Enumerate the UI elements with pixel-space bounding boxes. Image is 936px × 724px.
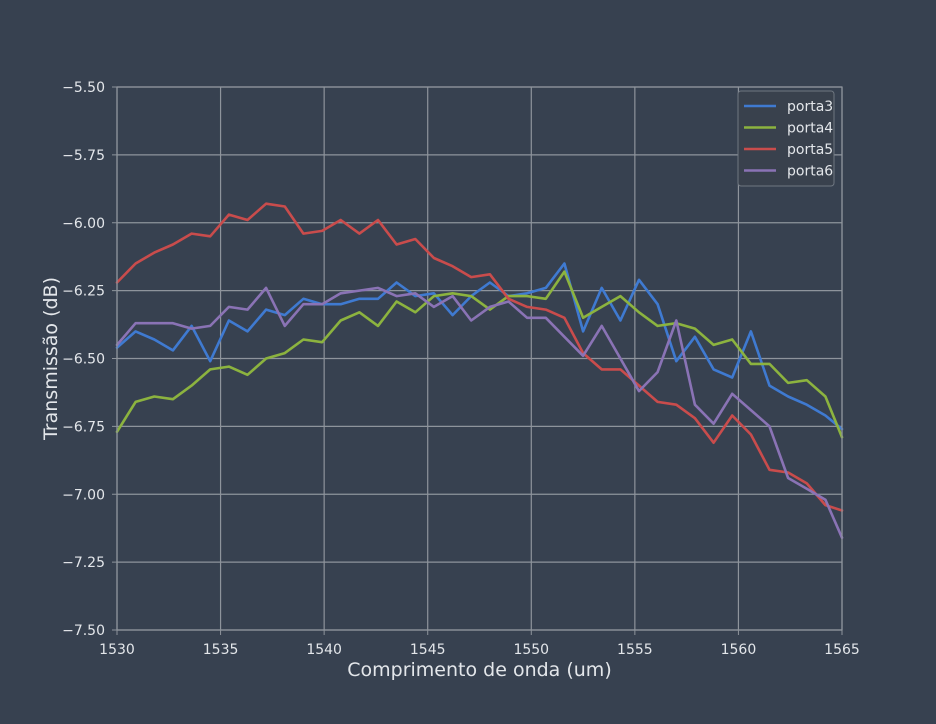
series-line-porta3	[115, 262, 844, 431]
x-tick-label: 1530	[99, 642, 135, 658]
y-tick-label: −7.25	[62, 555, 105, 571]
y-tick-label: −7.00	[62, 487, 105, 503]
legend-label-porta4: porta4	[787, 121, 833, 137]
legend-label-porta5: porta5	[787, 142, 833, 158]
y-tick-label: −6.00	[62, 216, 105, 232]
x-tick-label: 1535	[203, 642, 239, 658]
series-line-porta5	[115, 202, 844, 512]
plot-area: 1530 1535 1540 1545 1550 1555 1560 1565 −7.50 −7.…	[62, 80, 860, 658]
x-axis-label: Comprimento de onda (um)	[347, 659, 611, 681]
series-line-porta6	[115, 286, 844, 540]
y-axis-label: Transmissão (dB)	[40, 277, 62, 441]
y-tick-label: −6.75	[62, 419, 105, 435]
x-tick-label: 1545	[410, 642, 446, 658]
y-tick-label: −6.25	[62, 284, 105, 300]
tick-labels: 1530 1535 1540 1545 1550 1555 1560 1565 −7.50 −7.…	[62, 80, 860, 658]
series-lines	[115, 202, 844, 540]
x-tick-label: 1555	[617, 642, 653, 658]
y-tick-label: −7.50	[62, 623, 105, 639]
x-tick-label: 1550	[513, 642, 549, 658]
x-tick-label: 1565	[824, 642, 860, 658]
series-line-porta4	[115, 270, 844, 439]
legend: porta3 porta4 porta5 porta6	[737, 90, 835, 187]
y-tick-label: −5.75	[62, 148, 105, 164]
y-tick-label: −6.50	[62, 352, 105, 368]
legend-label-porta3: porta3	[787, 99, 833, 115]
legend-box	[737, 90, 835, 187]
y-tick-label: −5.50	[62, 80, 105, 96]
x-tick-label: 1560	[721, 642, 757, 658]
legend-label-porta6: porta6	[787, 164, 833, 180]
x-tick-label: 1540	[306, 642, 342, 658]
